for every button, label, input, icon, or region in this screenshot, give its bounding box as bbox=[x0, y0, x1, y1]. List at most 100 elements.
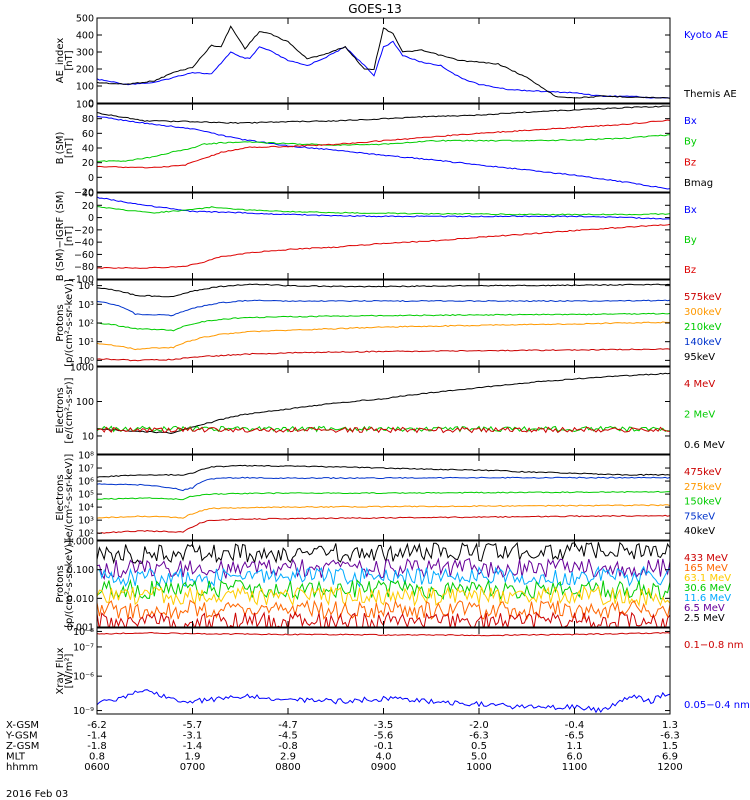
y-tick-label: 200 bbox=[76, 65, 94, 76]
footer-row-label: MLT bbox=[6, 752, 26, 763]
y-tick-label: 10⁰ bbox=[78, 356, 94, 367]
series-line-63-1-mev bbox=[97, 585, 670, 608]
footer-value: -1.4 bbox=[87, 731, 107, 742]
legend-entry: 0.6 MeV bbox=[684, 440, 725, 451]
series-line-by bbox=[97, 206, 670, 216]
footer-value: -3.1 bbox=[183, 731, 203, 742]
footer-row-label: Z-GSM bbox=[6, 741, 39, 752]
legend-entry: Bz bbox=[684, 265, 696, 276]
footer-value: 0900 bbox=[371, 762, 396, 773]
legend-entry: 63.1 MeV bbox=[684, 573, 731, 584]
y-tick-label: 10¹ bbox=[78, 337, 94, 348]
footer-value: 0600 bbox=[84, 762, 109, 773]
y-tick-label: 1.000 bbox=[67, 537, 94, 548]
series-line-140kev bbox=[97, 299, 670, 317]
panel-7: 0.001 0.010 0.100 1.000 Protons[p/(cm²-s-sr-… bbox=[55, 537, 731, 634]
footer-value: 6.0 bbox=[567, 752, 583, 763]
footer-row-label: X-GSM bbox=[6, 720, 39, 731]
series-line-11-6-mev bbox=[97, 565, 670, 589]
y-axis-label: [p/(cm²-s-sr-keV)] bbox=[64, 540, 75, 628]
footer-value: -4.5 bbox=[278, 731, 298, 742]
footer-value: -4.7 bbox=[278, 720, 298, 731]
legend-entry: Bz bbox=[684, 157, 696, 168]
legend-entry: 2.5 MeV bbox=[684, 613, 725, 624]
series-line-0-6-mev bbox=[97, 372, 670, 435]
y-tick-label: 10⁻⁶ bbox=[73, 672, 94, 683]
legend-entry: 40keV bbox=[684, 526, 715, 537]
footer-value: -1.4 bbox=[183, 741, 203, 752]
legend-entry: 11.6 MeV bbox=[684, 593, 731, 604]
ephemeris-footer: X-GSM -6.2 -5.7 -4.7 -3.5 -2.0 -0.4 1.3 Y-GSM -1.… bbox=[5, 720, 683, 773]
legend-entry: 150keV bbox=[684, 497, 722, 508]
legend-entry: 95keV bbox=[684, 352, 715, 363]
y-tick-label: 400 bbox=[76, 31, 94, 42]
footer-value: -1.8 bbox=[87, 741, 107, 752]
series-line-themis-ae bbox=[97, 25, 670, 99]
y-tick-label: 60 bbox=[82, 129, 94, 140]
legend-entry: 575keV bbox=[684, 292, 722, 303]
y-tick-label: 100 bbox=[76, 100, 94, 111]
panel-2: −20 0 20 40 60 80 100 B (SM)[nT] Bx By Bz Bmag bbox=[55, 100, 713, 199]
footer-value: 1.3 bbox=[662, 720, 678, 731]
footer-value: -2.0 bbox=[469, 720, 489, 731]
legend-entry: Bmag bbox=[684, 178, 713, 189]
footer-value: -0.8 bbox=[278, 741, 298, 752]
series-line-150kev bbox=[97, 490, 670, 501]
legend-entry: 4 MeV bbox=[684, 379, 715, 390]
panel-4: 10⁰ 10¹ 10² 10³ 10⁴ Protons[p/(cm²-s-sr-keV)]… bbox=[55, 279, 722, 367]
legend-entry: 210keV bbox=[684, 322, 722, 333]
legend-entry: 433 MeV bbox=[684, 553, 728, 564]
legend-entry: Bx bbox=[684, 205, 697, 216]
panel-frame bbox=[96, 103, 671, 193]
footer-value: -6.5 bbox=[565, 731, 585, 742]
footer-value: -5.6 bbox=[374, 731, 394, 742]
y-tick-label: 10⁷ bbox=[78, 464, 94, 475]
legend-entry: 2 MeV bbox=[684, 410, 715, 421]
legend-entry: 30.6 MeV bbox=[684, 583, 731, 594]
y-tick-label: −100 bbox=[68, 275, 94, 286]
footer-row-label: Y-GSM bbox=[5, 731, 38, 742]
y-axis-label: Protons bbox=[55, 304, 66, 341]
series-line-300kev bbox=[97, 321, 670, 351]
y-tick-label: 10² bbox=[78, 529, 94, 540]
panel-frame bbox=[96, 279, 671, 367]
date-label: 2016 Feb 03 bbox=[6, 789, 68, 800]
series-line-bz bbox=[97, 223, 670, 269]
y-tick-label: 0 bbox=[88, 99, 94, 110]
legend-entry: By bbox=[684, 137, 697, 148]
y-tick-label: 10⁴ bbox=[78, 281, 94, 292]
y-tick-label: 10⁶ bbox=[78, 477, 94, 488]
y-tick-label: 10² bbox=[78, 319, 94, 330]
y-tick-label: −60 bbox=[74, 250, 94, 261]
panel-5: 10 100 1000 Electrons[e/(cm²-s-sr)] 4 MeV 2 M… bbox=[55, 363, 725, 455]
y-tick-label: 10⁻⁷ bbox=[73, 642, 94, 653]
y-axis-label: [e/(cm²-s-sr-keV)] bbox=[64, 454, 75, 542]
legend-entry: 475keV bbox=[684, 467, 722, 478]
panel-frame bbox=[96, 366, 671, 455]
footer-value: -0.1 bbox=[374, 741, 394, 752]
series-line-75kev bbox=[97, 476, 670, 492]
series-line-275kev bbox=[97, 504, 670, 519]
y-tick-label: 0 bbox=[88, 213, 94, 224]
legend-entry: 0.1−0.8 nm bbox=[684, 640, 743, 651]
footer-value: -6.3 bbox=[660, 731, 680, 742]
y-axis-label: [p/(cm²-s-sr-keV)] bbox=[64, 279, 75, 367]
series-line-6-5-mev bbox=[97, 557, 670, 581]
footer-value: 0.8 bbox=[89, 752, 105, 763]
footer-value: -5.7 bbox=[183, 720, 203, 731]
y-tick-label: 40 bbox=[82, 189, 94, 200]
y-axis-label: [W/m²] bbox=[64, 653, 75, 688]
y-axis-label: B (SM) bbox=[55, 131, 66, 164]
y-axis-label: B (SM)−IGRF (SM) bbox=[55, 191, 66, 282]
footer-value: 5.0 bbox=[471, 752, 487, 763]
y-tick-label: 10⁻⁹ bbox=[73, 706, 94, 717]
y-tick-label: 0.010 bbox=[67, 594, 94, 605]
legend-entry: Themis AE bbox=[683, 89, 737, 100]
y-tick-label: −80 bbox=[74, 262, 94, 273]
y-tick-label: 1000 bbox=[70, 363, 94, 374]
legend-entry: By bbox=[684, 235, 697, 246]
y-tick-label: 100 bbox=[76, 397, 94, 408]
y-tick-label: 10⁻⁸ bbox=[73, 627, 94, 638]
y-tick-label: −20 bbox=[74, 188, 94, 199]
